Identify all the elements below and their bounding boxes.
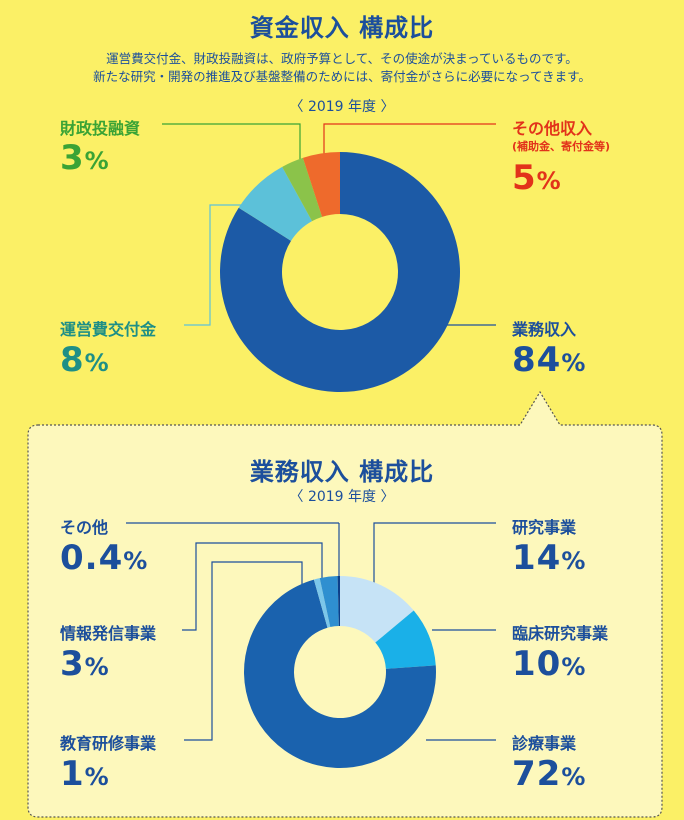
label-unei: 運営費交付金: [60, 320, 157, 339]
label-zaisei: 財政投融資: [60, 119, 141, 138]
pct-kenkyu: 14%: [512, 538, 587, 578]
top-chart-title: 資金収入 構成比: [249, 14, 435, 42]
top-chart-description-1: 運営費交付金、財政投融資は、政府予算として、その使途が決まっているものです。: [106, 51, 578, 66]
bottom-donut-slice-4: [319, 576, 339, 628]
pct-joho-hasshin: 3%: [60, 644, 110, 684]
pct-unei: 8%: [60, 340, 110, 380]
pct-shinryo: 72%: [512, 754, 587, 794]
label-sonota-shunyu: その他収入: [512, 119, 593, 138]
top-chart-year: 〈 2019 年度 〉: [289, 99, 395, 115]
pct-rinsho-kenkyu: 10%: [512, 644, 587, 684]
label-kyoiku-kenshu: 教育研修事業: [60, 734, 157, 753]
bottom-donut-slice-0: [340, 576, 414, 643]
label-kenkyu: 研究事業: [512, 518, 577, 537]
label-gyomu-shunyu: 業務収入: [512, 320, 577, 339]
pct-kyoiku-kenshu: 1%: [60, 754, 110, 794]
label-sonota-shunyu-sub: (補助金、寄付金等): [512, 140, 611, 153]
pct-zaisei: 3%: [60, 138, 110, 178]
label-sonota: その他: [60, 518, 109, 537]
top-donut-slice-3: [302, 152, 340, 217]
bottom-chart-title: 業務収入 構成比: [249, 458, 435, 486]
top-donut-slice-2: [282, 157, 323, 222]
pct-sonota-shunyu: 5%: [512, 158, 562, 198]
label-shinryo: 診療事業: [512, 734, 577, 753]
bottom-donut-slice-2: [243, 579, 436, 768]
bottom-donut-slice-3: [313, 578, 331, 628]
top-donut-slice-1: [238, 166, 313, 241]
bottom-chart-year: 〈 2019 年度 〉: [289, 489, 395, 505]
bottom-donut-slice-5: [337, 576, 340, 627]
pct-gyomu-shunyu: 84%: [512, 340, 587, 380]
pct-sonota: 0.4%: [60, 538, 149, 578]
top-chart-description-2: 新たな研究・開発の推進及び基盤整備のためには、寄付金がさらに必要になってきます。: [93, 69, 591, 84]
top-donut-slice-0: [220, 152, 461, 392]
bottom-donut-slice-1: [375, 610, 436, 669]
label-joho-hasshin: 情報発信事業: [60, 624, 157, 643]
label-rinsho-kenkyu: 臨床研究事業: [512, 624, 609, 643]
